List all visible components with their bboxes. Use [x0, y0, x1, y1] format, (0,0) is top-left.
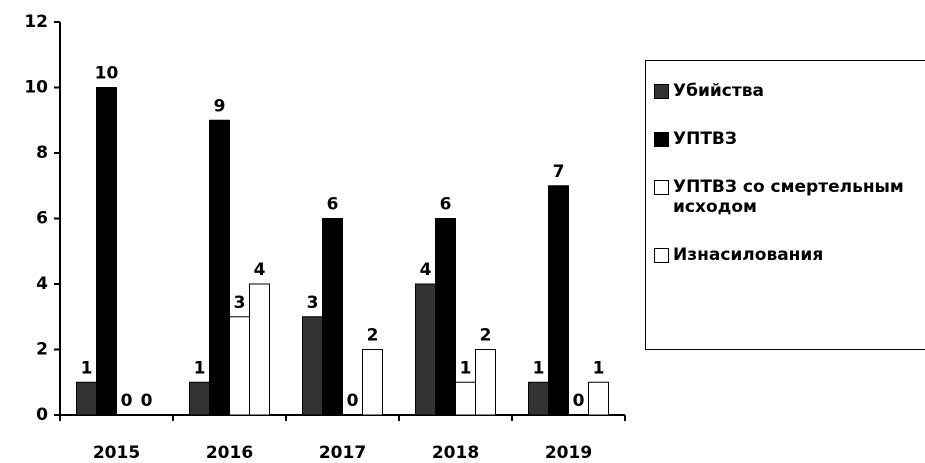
legend-label: УПТВЗ со смертельным исходом: [673, 177, 904, 217]
legend-item: Убийства: [654, 81, 925, 101]
data-label: 10: [95, 64, 119, 84]
data-label: 6: [327, 195, 339, 215]
bar: [249, 283, 270, 416]
bar: [209, 119, 230, 416]
data-label: 0: [141, 391, 153, 411]
data-label: 1: [81, 358, 93, 378]
data-label: 1: [460, 358, 472, 378]
bar: [362, 349, 383, 416]
x-tick-label: 2017: [319, 443, 366, 463]
bar: [455, 381, 476, 416]
y-tick-label: 12: [24, 12, 48, 32]
legend-label: Убийства: [673, 81, 764, 101]
x-tick-label: 2019: [545, 443, 592, 463]
legend-swatch: [654, 248, 669, 263]
legend-item: Изнасилования: [654, 245, 925, 265]
bar: [96, 87, 117, 416]
bar: [588, 381, 609, 416]
bar: [475, 349, 496, 416]
y-tick-label: 6: [36, 209, 48, 229]
data-label: 0: [121, 391, 133, 411]
legend-swatch: [654, 132, 669, 147]
y-tick-label: 8: [36, 143, 48, 163]
data-label: 1: [593, 358, 605, 378]
data-label: 1: [194, 358, 206, 378]
data-label: 7: [553, 162, 565, 182]
data-label: 6: [440, 195, 452, 215]
x-tick-label: 2016: [206, 443, 253, 463]
legend-item: УПТВЗ: [654, 129, 925, 149]
data-label: 2: [480, 326, 492, 346]
x-tick-label: 2018: [432, 443, 479, 463]
data-label: 3: [307, 293, 319, 313]
bar: [302, 316, 323, 416]
data-label: 1: [533, 358, 545, 378]
bar: [528, 381, 549, 416]
x-tick-label: 2015: [93, 443, 140, 463]
bar: [322, 218, 343, 416]
y-tick-label: 4: [36, 274, 48, 294]
bar: [548, 185, 569, 416]
data-label: 0: [347, 391, 359, 411]
y-tick-label: 0: [36, 405, 48, 425]
legend-item: УПТВЗ со смертельным исходом: [654, 177, 925, 217]
legend: Убийства УПТВЗ УПТВЗ со смертельным исходо…: [645, 60, 925, 350]
data-label: 2: [367, 326, 379, 346]
data-label: 9: [214, 96, 226, 116]
y-tick-label: 10: [24, 78, 48, 98]
data-label: 4: [420, 260, 432, 280]
y-tick-label: 2: [36, 340, 48, 360]
legend-swatch: [654, 180, 669, 195]
bar: [435, 218, 456, 416]
legend-label: Изнасилования: [673, 245, 824, 265]
data-label: 0: [573, 391, 585, 411]
bar: [76, 381, 97, 416]
data-label: 4: [254, 260, 266, 280]
legend-label: УПТВЗ: [673, 129, 737, 149]
data-label: 3: [234, 293, 246, 313]
legend-swatch: [654, 84, 669, 99]
bar: [415, 283, 436, 416]
bar: [189, 381, 210, 416]
bar: [229, 316, 250, 416]
